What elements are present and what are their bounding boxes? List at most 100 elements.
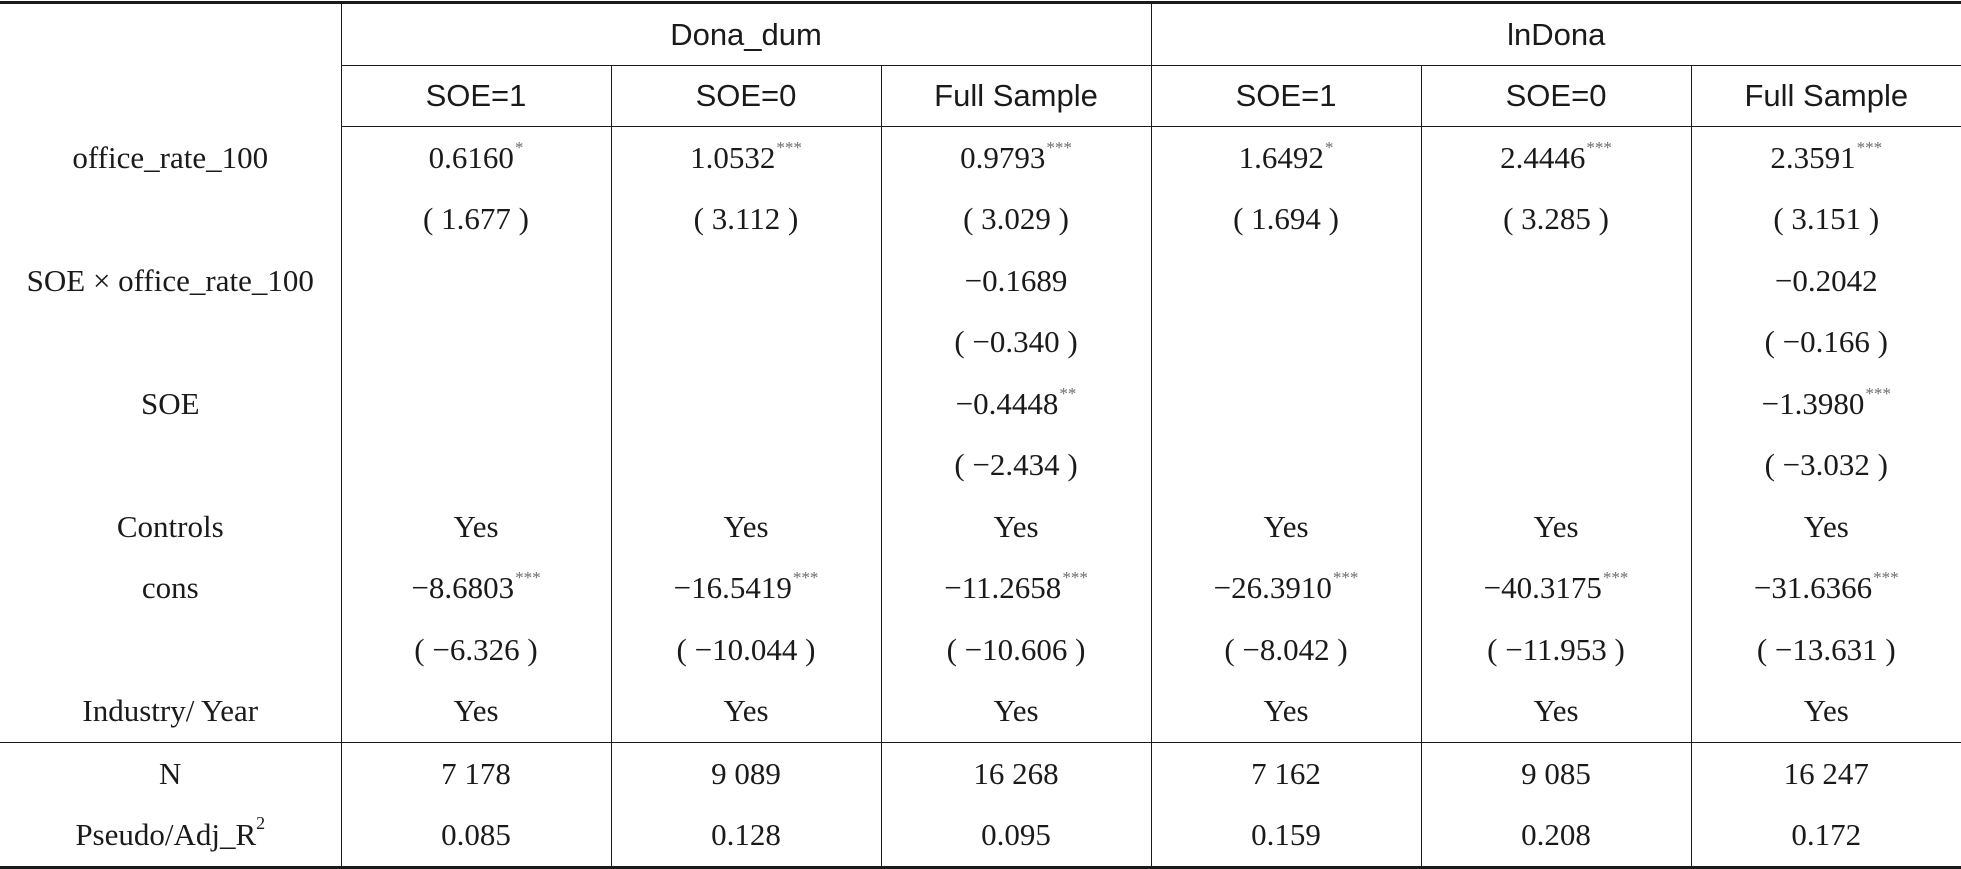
table-cell: Yes: [1150, 680, 1422, 743]
cell-value: −11.2658: [944, 570, 1062, 606]
table-cell: −1.3980***: [1690, 373, 1961, 435]
cell-value: 0.159: [1251, 817, 1321, 853]
cell-value: 9 089: [711, 755, 781, 791]
cell-value: 9 085: [1521, 755, 1591, 791]
significance-stars: ***: [1332, 568, 1359, 588]
significance-stars: ***: [776, 137, 802, 157]
table-cell: −11.2658***: [880, 557, 1152, 619]
table-cell: [1420, 373, 1692, 435]
row-label: N: [0, 742, 341, 805]
column-header: Full Sample: [1690, 65, 1961, 127]
table-cell: ( −0.340 ): [880, 311, 1152, 373]
cell-value: −0.4448: [955, 385, 1059, 421]
cell-value: ( −6.326 ): [414, 631, 538, 667]
table-cell: 0.208: [1420, 804, 1692, 869]
significance-stars: ***: [792, 568, 819, 588]
significance-stars: ***: [1062, 568, 1088, 588]
table-cell: [1150, 434, 1422, 496]
cell-value: ( −11.953 ): [1487, 631, 1625, 667]
table-cell: ( −6.326 ): [340, 619, 611, 681]
table-cell: −8.6803***: [340, 557, 611, 619]
row-label-superscript: 2: [256, 813, 266, 834]
table-cell: ( 1.694 ): [1150, 188, 1422, 250]
group-header-lndona: lnDona: [1150, 1, 1961, 66]
table-cell: Yes: [1150, 496, 1422, 558]
table-cell: ( −10.044 ): [610, 619, 881, 681]
table-cell: [340, 311, 611, 373]
table-cell: ( 3.029 ): [880, 188, 1152, 250]
table-cell: [1150, 311, 1422, 373]
table-cell: −40.3175***: [1420, 557, 1692, 619]
cell-value: ( −13.631 ): [1756, 631, 1896, 667]
cell-value: 2.3591: [1770, 139, 1856, 175]
cell-value: −31.6366: [1753, 570, 1873, 606]
table-cell: −0.4448**: [880, 373, 1152, 435]
cell-value: Yes: [723, 508, 769, 544]
table-cell: [340, 250, 611, 312]
table-cell: Yes: [610, 680, 881, 743]
cell-value: −0.1689: [964, 262, 1068, 298]
table-cell: [610, 373, 881, 435]
table-cell: Yes: [880, 680, 1152, 743]
table-cell: [1150, 373, 1422, 435]
row-label: [0, 189, 341, 251]
row-label-text: Controls: [116, 508, 224, 544]
significance-stars: ***: [1046, 137, 1072, 157]
significance-stars: ***: [515, 568, 541, 588]
table-cell: −0.2042: [1690, 250, 1961, 312]
column-header: SOE=1: [1150, 65, 1422, 127]
table-row: ( 1.677 ) ( 3.112 ) ( 3.029 ) ( 1.694 ) ( 3.…: [0, 188, 1961, 251]
table-row: cons −8.6803*** −16.5419*** −11.2658*** −26.…: [0, 557, 1961, 619]
significance-stars: ***: [1865, 383, 1891, 403]
table-row: Controls Yes Yes Yes Yes Yes Yes: [0, 496, 1961, 558]
table-cell: ( 1.677 ): [340, 188, 611, 250]
cell-value: Yes: [993, 508, 1039, 544]
cell-value: ( −10.606 ): [946, 631, 1086, 667]
table-row: SOE × office_rate_100 −0.1689 −0.2042: [0, 250, 1961, 312]
table-cell: 7 178: [340, 742, 611, 805]
cell-value: Yes: [1263, 693, 1309, 729]
table-cell: [610, 250, 881, 312]
column-header: SOE=0: [1420, 65, 1692, 127]
cell-value: ( −0.340 ): [954, 324, 1078, 360]
table-row: ( −6.326 ) ( −10.044 ) ( −10.606 ) ( −8.042…: [0, 619, 1961, 681]
cell-value: ( −3.032 ): [1764, 447, 1888, 483]
row-label-text: Pseudo/Adj_R: [75, 817, 257, 853]
table-cell: 0.159: [1150, 804, 1422, 869]
table-cell: ( −2.434 ): [880, 434, 1152, 496]
table-cell: 0.085: [340, 804, 611, 869]
cell-value: Yes: [723, 693, 769, 729]
column-header: SOE=0: [610, 65, 881, 127]
cell-value: 0.6160: [428, 139, 514, 175]
row-label-text: cons: [141, 570, 199, 606]
row-label: [0, 619, 341, 681]
table-row: Industry/ Year Yes Yes Yes Yes Yes Yes: [0, 680, 1961, 743]
row-label-text: SOE × office_rate_100: [26, 262, 314, 298]
header-row-subcolumns: SOE=1 SOE=0 Full Sample SOE=1 SOE=0 Full…: [0, 65, 1961, 127]
table-cell: 0.128: [610, 804, 881, 869]
table-body: office_rate_100 0.6160* 1.0532*** 0.9793***…: [0, 126, 1961, 869]
table-cell: ( 3.112 ): [610, 188, 881, 250]
cell-value: 7 178: [441, 755, 511, 791]
table-cell: −16.5419***: [610, 557, 881, 619]
cell-value: Yes: [1803, 693, 1849, 729]
significance-stars: *: [514, 137, 524, 157]
table-cell: Yes: [610, 496, 881, 558]
cell-value: 0.208: [1521, 817, 1591, 853]
row-label: Controls: [0, 496, 341, 558]
significance-stars: ***: [1602, 568, 1629, 588]
row-label: office_rate_100: [0, 127, 341, 189]
table-cell: 1.6492*: [1150, 126, 1422, 189]
cell-value: Yes: [453, 693, 499, 729]
table-cell: 9 089: [610, 742, 881, 805]
table-cell: −26.3910***: [1150, 557, 1422, 619]
cell-value: 1.0532: [690, 139, 776, 175]
cell-value: ( 1.694 ): [1233, 201, 1339, 237]
row-label: SOE × office_rate_100: [0, 250, 341, 312]
table-cell: ( −0.166 ): [1690, 311, 1961, 373]
header-row-groups: Dona_dum lnDona: [0, 1, 1961, 127]
table-cell: 1.0532***: [610, 126, 881, 189]
cell-value: Yes: [453, 508, 499, 544]
cell-value: 16 268: [973, 755, 1059, 791]
significance-stars: ***: [1856, 137, 1883, 157]
